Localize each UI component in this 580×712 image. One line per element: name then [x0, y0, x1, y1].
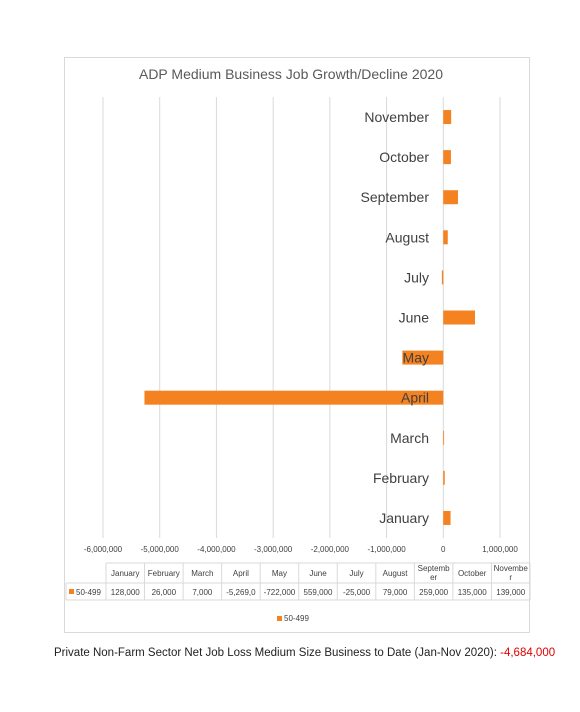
table-value-cell: 135,000	[458, 588, 487, 597]
category-label-may: May	[403, 350, 429, 366]
x-tick-label: -4,000,000	[197, 545, 236, 554]
chart-title: ADP Medium Business Job Growth/Decline 2…	[139, 66, 443, 82]
bar-march	[443, 430, 445, 445]
bar-june	[443, 310, 475, 325]
table-header-cell: February	[148, 569, 180, 578]
category-label-july: July	[404, 269, 429, 285]
footer-note: Private Non-Farm Sector Net Job Loss Med…	[54, 647, 555, 659]
table-series-name: 50-499	[76, 588, 101, 597]
category-label-february: February	[373, 470, 429, 486]
table-value-cell: 128,000	[111, 588, 140, 597]
table-header-cell-wrap: er	[430, 573, 437, 582]
bar-january	[443, 510, 451, 525]
category-label-march: March	[390, 430, 429, 446]
table-value-cell: 79,000	[383, 588, 408, 597]
table-header-cell: July	[349, 569, 363, 578]
x-tick-label: -5,000,000	[141, 545, 180, 554]
table-series-key	[69, 589, 74, 594]
table-header-cell: October	[458, 569, 487, 578]
table-header-cell: Septemb	[418, 564, 451, 573]
table-header-cell: January	[111, 569, 139, 578]
category-label-october: October	[379, 149, 429, 165]
footer-text: Private Non-Farm Sector Net Job Loss Med…	[54, 647, 501, 659]
bar-october	[443, 150, 451, 165]
table-value-cell: 259,000	[419, 588, 448, 597]
category-label-august: August	[385, 229, 429, 245]
table-header-cell: Novembe	[494, 564, 529, 573]
table-value-cell: 139,000	[496, 588, 525, 597]
gridlines	[102, 97, 501, 538]
data-table: January 128,000 February 26,000 March 7,000 Ap…	[65, 562, 531, 601]
table-header-cell-wrap: r	[509, 573, 512, 582]
bar-july	[441, 270, 444, 285]
legend-label: 50-499	[284, 614, 309, 623]
x-tick-label: 0	[441, 545, 446, 554]
bar-august	[443, 230, 448, 245]
table-value-cell: 7,000	[192, 588, 213, 597]
table-header-cell: August	[383, 569, 409, 578]
category-label-june: June	[399, 310, 430, 326]
chart-frame	[64, 57, 530, 633]
x-axis-ticks: -6,000,000 -5,000,000 -4,000,000 -3,000,000…	[84, 545, 518, 554]
bar-april	[144, 390, 444, 405]
category-label-april: April	[401, 390, 429, 406]
category-labels: January February March April May June July Augu…	[361, 109, 430, 526]
category-label-september: September	[361, 189, 430, 205]
x-tick-label: -1,000,000	[367, 545, 406, 554]
bars	[144, 110, 475, 525]
footer-value: -4,684,000	[500, 647, 556, 659]
table-value-cell: -5,269,0	[226, 588, 256, 597]
category-label-january: January	[379, 510, 429, 526]
legend-swatch	[277, 616, 282, 621]
x-tick-label: -3,000,000	[254, 545, 293, 554]
table-header-cell: March	[191, 569, 213, 578]
category-label-november: November	[364, 109, 429, 125]
bar-february	[443, 470, 445, 485]
x-tick-label: -2,000,000	[311, 545, 350, 554]
table-value-cell: -722,000	[264, 588, 296, 597]
bar-september	[443, 190, 458, 205]
table-header-cell: June	[309, 569, 327, 578]
x-tick-label: -6,000,000	[84, 545, 123, 554]
table-header-cell: April	[233, 569, 249, 578]
legend: 50-499	[277, 614, 309, 623]
bar-may	[402, 350, 444, 365]
table-value-cell: 559,000	[304, 588, 333, 597]
table-value-cell: 26,000	[152, 588, 177, 597]
bar-november	[443, 110, 452, 125]
x-tick-label: 1,000,000	[482, 545, 518, 554]
table-header-cell: May	[272, 569, 287, 578]
table-value-cell: -25,000	[343, 588, 371, 597]
